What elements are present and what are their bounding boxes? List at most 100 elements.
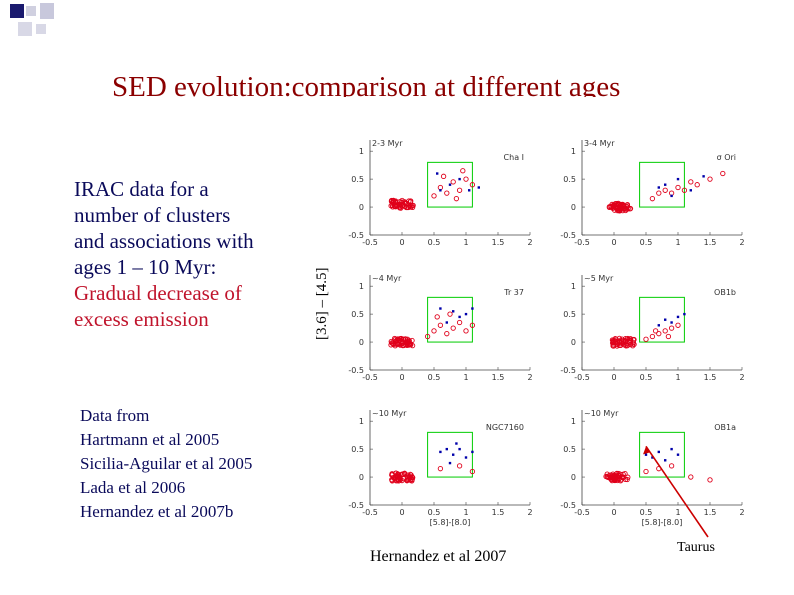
x-tick-label: 1 bbox=[675, 508, 680, 517]
description-text: IRAC data for a number of clusters and a… bbox=[74, 176, 294, 332]
x-axis-label: [5.8]-[8.0] bbox=[430, 518, 471, 527]
panel-region-label: NGC7160 bbox=[486, 423, 524, 432]
photosphere-point bbox=[409, 337, 415, 344]
x-tick-label: 0 bbox=[611, 373, 616, 382]
photosphere-point bbox=[395, 336, 401, 342]
y-tick-label: 1 bbox=[571, 282, 576, 291]
y-tick-label: -0.5 bbox=[560, 501, 576, 510]
description-line-5: Gradual decrease of bbox=[74, 281, 242, 305]
excess-point bbox=[656, 190, 662, 196]
photosphere-point bbox=[391, 475, 397, 482]
excess-point bbox=[431, 328, 437, 334]
blue-point bbox=[439, 450, 442, 454]
description-line-4: ages 1 – 10 Myr: bbox=[74, 255, 217, 279]
color-color-figure: -0.5 0 0.5 1 1.5 2 -0.5 0 0.5 1 2-3 Myr Cha I -0.5 0 0… bbox=[320, 115, 745, 538]
excess-point bbox=[469, 182, 476, 188]
y-tick-label: 0.5 bbox=[351, 175, 364, 184]
x-tick-label: 0 bbox=[399, 508, 404, 517]
description-line-1: IRAC data for a bbox=[74, 177, 209, 201]
excess-point bbox=[440, 173, 447, 179]
excess-point bbox=[694, 182, 700, 188]
x-tick-label: 0 bbox=[399, 373, 404, 382]
excess-point bbox=[675, 184, 681, 191]
x-tick-label: -0.5 bbox=[362, 373, 378, 382]
description-line-6: excess emission bbox=[74, 307, 209, 331]
x-tick-label: 1.5 bbox=[704, 238, 717, 247]
excess-point bbox=[649, 196, 656, 202]
photosphere-point bbox=[392, 336, 399, 342]
photosphere-point bbox=[606, 204, 613, 210]
x-tick-label: 1 bbox=[463, 508, 468, 517]
y-tick-label: 0.5 bbox=[563, 310, 576, 319]
panel-age-label: ~4 Myr bbox=[372, 274, 402, 283]
photosphere-point bbox=[624, 476, 630, 483]
photosphere-point bbox=[392, 341, 398, 347]
excess-point bbox=[450, 179, 456, 185]
blue-point bbox=[455, 442, 458, 445]
x-tick-label: 1.5 bbox=[704, 508, 717, 517]
blue-point bbox=[448, 183, 452, 186]
photosphere-point bbox=[615, 340, 621, 347]
photosphere-point bbox=[613, 204, 620, 210]
photosphere-point bbox=[399, 199, 405, 205]
excess-point bbox=[469, 322, 476, 328]
excess-point bbox=[424, 333, 431, 340]
blue-point bbox=[702, 175, 705, 178]
x-tick-label: 0.5 bbox=[640, 508, 653, 517]
panel-age-label: ~5 Myr bbox=[584, 274, 614, 283]
x-tick-label: 0 bbox=[399, 238, 404, 247]
y-tick-label: 1 bbox=[359, 417, 364, 426]
photosphere-point bbox=[606, 472, 613, 479]
reference-item: Sicilia-Aguilar et al 2005 bbox=[80, 454, 253, 473]
photosphere-point bbox=[409, 474, 416, 480]
panel-region-label: σ Ori bbox=[717, 153, 736, 162]
x-tick-label: 2 bbox=[527, 373, 532, 382]
photosphere-point bbox=[621, 342, 627, 348]
figure-svg: -0.5 0 0.5 1 1.5 2 -0.5 0 0.5 1 2-3 Myr Cha I -0.5 0 0… bbox=[348, 139, 745, 538]
x-tick-label: 1.5 bbox=[704, 373, 717, 382]
y-tick-label: -0.5 bbox=[348, 366, 364, 375]
blue-point bbox=[670, 321, 673, 324]
blue-point bbox=[436, 172, 439, 175]
photosphere-point bbox=[392, 203, 398, 209]
photosphere-point bbox=[392, 343, 398, 349]
excess-point bbox=[453, 196, 460, 202]
x-tick-label: 0.5 bbox=[428, 373, 441, 382]
photosphere-point bbox=[404, 204, 411, 211]
taurus-arrow-head bbox=[643, 446, 650, 455]
excess-box bbox=[639, 296, 685, 343]
blue-point bbox=[448, 461, 452, 465]
taurus-arrow bbox=[645, 445, 709, 538]
y-tick-label: -0.5 bbox=[348, 231, 364, 240]
photosphere-point bbox=[401, 470, 408, 476]
photosphere-point bbox=[610, 339, 616, 345]
y-tick-label: 0 bbox=[359, 203, 364, 212]
y-tick-label: -0.5 bbox=[560, 366, 576, 375]
excess-box bbox=[427, 431, 473, 478]
blue-point bbox=[657, 450, 660, 454]
blue-point bbox=[439, 189, 442, 192]
excess-box bbox=[639, 431, 685, 478]
photosphere-point bbox=[626, 338, 632, 344]
blue-point bbox=[445, 447, 448, 451]
photosphere-point bbox=[622, 336, 629, 342]
x-tick-label: 2 bbox=[527, 508, 532, 517]
photosphere-point bbox=[400, 336, 406, 342]
x-tick-label: 1 bbox=[463, 373, 468, 382]
panel-region-label: OB1a bbox=[714, 423, 736, 432]
deco-square-3 bbox=[40, 3, 54, 19]
y-tick-label: -0.5 bbox=[348, 501, 364, 510]
blue-point bbox=[664, 459, 667, 462]
blue-point bbox=[458, 315, 461, 319]
blue-point bbox=[439, 307, 442, 310]
photosphere-point bbox=[619, 202, 626, 208]
photosphere-point bbox=[388, 203, 394, 209]
blue-point bbox=[651, 456, 654, 459]
x-tick-label: 1 bbox=[675, 373, 680, 382]
blue-point bbox=[670, 447, 673, 451]
excess-point bbox=[437, 322, 444, 328]
photosphere-point bbox=[622, 470, 628, 477]
x-tick-label: 1.5 bbox=[492, 373, 505, 382]
photosphere-point bbox=[404, 340, 411, 346]
excess-point bbox=[444, 331, 450, 337]
